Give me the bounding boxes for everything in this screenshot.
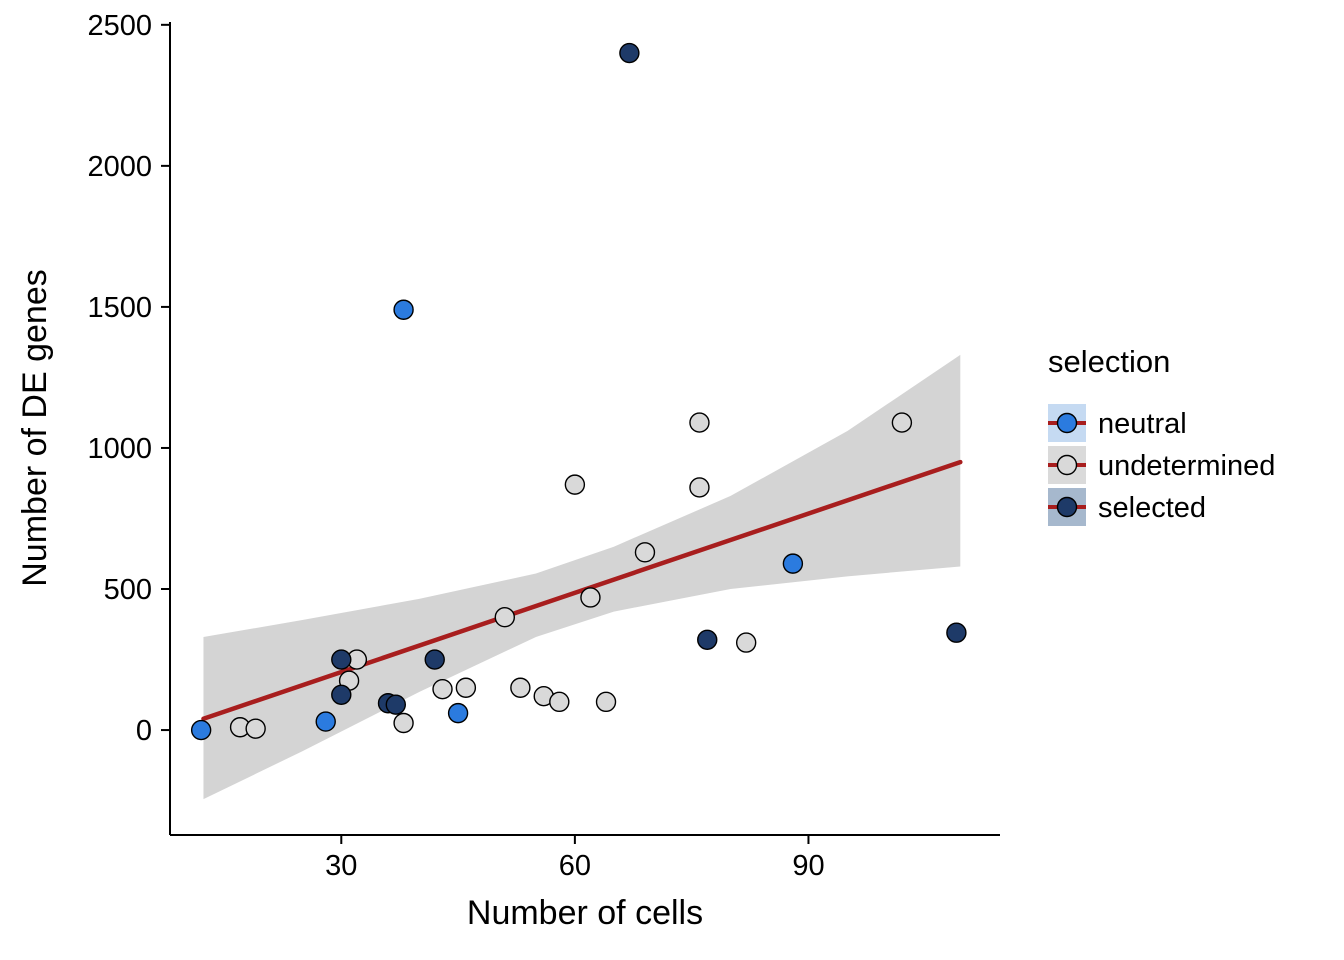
legend-key-point [1056,454,1078,476]
data-point-selected [331,684,352,705]
legend-label: selected [1098,492,1206,524]
data-point-selected [697,629,718,650]
data-point-selected [385,694,406,715]
data-point-undetermined [510,677,531,698]
data-point-undetermined [494,607,516,628]
data-point-selected [619,42,640,64]
x-axis-title: Number of cells [467,894,703,932]
data-point-undetermined [580,587,601,608]
legend-key-point [1056,412,1078,434]
data-point-selected [946,622,967,643]
x-tick-label: 60 [559,850,591,882]
y-tick-label: 500 [104,574,152,606]
data-point-undetermined [549,691,570,713]
y-tick-label: 1000 [87,433,152,465]
data-point-neutral [447,702,469,724]
legend-label: undetermined [1098,450,1275,482]
y-tick-label: 1500 [87,292,152,324]
data-point-neutral [782,553,804,574]
legend-key-point [1056,496,1078,518]
data-point-undetermined [689,477,710,498]
legend-label: neutral [1098,408,1187,440]
data-point-selected [424,649,445,670]
data-point-undetermined [891,412,913,433]
x-tick-label: 30 [325,850,357,882]
data-point-neutral [393,299,414,320]
y-tick-label: 0 [136,715,152,747]
data-point-undetermined [735,632,757,653]
legend-title: selection [1048,344,1170,379]
confidence-band [203,354,961,800]
y-tick-label: 2000 [87,151,152,183]
data-point-undetermined [245,718,266,739]
data-point-undetermined [595,691,617,713]
data-point-neutral [190,719,212,741]
y-axis-title: Number of DE genes [16,269,54,587]
data-point-undetermined [564,474,586,495]
x-tick-label: 90 [792,850,824,882]
data-point-undetermined [455,677,477,698]
data-point-selected [331,649,352,670]
data-point-undetermined [432,678,453,700]
y-tick-label: 2500 [87,10,152,42]
data-point-undetermined [634,542,656,563]
data-point-undetermined [689,412,710,433]
data-point-undetermined [393,712,414,734]
trend-line [201,459,963,722]
data-point-neutral [315,711,336,732]
